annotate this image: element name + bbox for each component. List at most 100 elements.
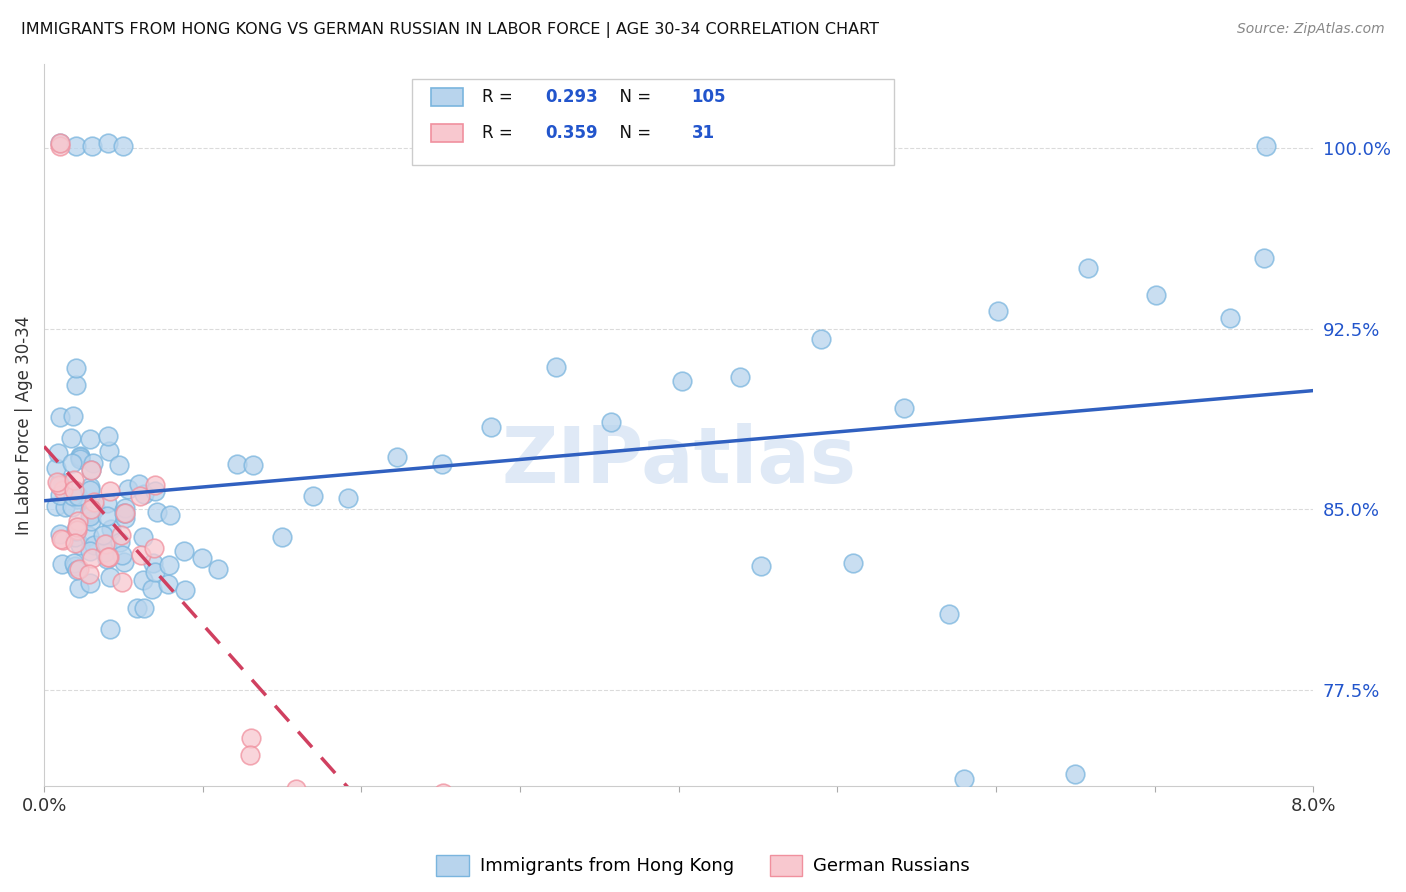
FancyBboxPatch shape bbox=[412, 78, 894, 165]
Point bbox=[479, 420, 502, 434]
Point bbox=[128, 476, 150, 491]
Point bbox=[156, 577, 179, 591]
Point bbox=[143, 478, 166, 492]
Point bbox=[66, 563, 89, 577]
Point bbox=[79, 508, 101, 523]
Point bbox=[80, 139, 103, 153]
Point bbox=[108, 458, 131, 472]
Point bbox=[810, 333, 832, 347]
Point bbox=[80, 463, 103, 477]
Point bbox=[544, 359, 567, 374]
Text: 31: 31 bbox=[692, 124, 714, 143]
Point bbox=[987, 304, 1010, 318]
Point bbox=[108, 534, 131, 549]
Point bbox=[112, 506, 135, 520]
Point bbox=[337, 491, 360, 506]
Point bbox=[239, 747, 262, 762]
Point bbox=[48, 478, 70, 492]
Point bbox=[131, 548, 153, 562]
Point bbox=[49, 487, 72, 501]
Point bbox=[65, 360, 87, 375]
Point bbox=[66, 523, 89, 537]
FancyBboxPatch shape bbox=[432, 124, 463, 143]
Point bbox=[67, 562, 90, 576]
Point bbox=[62, 489, 84, 503]
Point bbox=[146, 505, 169, 519]
Point bbox=[1064, 767, 1087, 781]
Point bbox=[671, 374, 693, 388]
Point bbox=[893, 401, 915, 415]
Point bbox=[125, 601, 148, 615]
Point bbox=[49, 136, 72, 151]
Text: IMMIGRANTS FROM HONG KONG VS GERMAN RUSSIAN IN LABOR FORCE | AGE 30-34 CORRELATI: IMMIGRANTS FROM HONG KONG VS GERMAN RUSS… bbox=[21, 22, 879, 38]
Point bbox=[80, 514, 103, 528]
Point bbox=[207, 562, 229, 576]
Point bbox=[51, 557, 73, 571]
Point bbox=[49, 136, 72, 151]
Point bbox=[110, 548, 132, 562]
Point bbox=[84, 501, 107, 516]
Point bbox=[97, 550, 120, 565]
Point bbox=[953, 772, 976, 786]
Point bbox=[242, 458, 264, 472]
Point bbox=[432, 457, 454, 471]
Point bbox=[131, 530, 153, 544]
Point bbox=[82, 457, 104, 471]
Point bbox=[66, 514, 89, 528]
Point bbox=[159, 508, 181, 522]
Point bbox=[49, 533, 72, 547]
Point bbox=[60, 456, 83, 470]
Point bbox=[79, 483, 101, 497]
Point bbox=[173, 544, 195, 558]
Point bbox=[63, 558, 86, 573]
Point bbox=[97, 550, 120, 565]
Point bbox=[97, 428, 120, 442]
Point bbox=[63, 536, 86, 550]
Point bbox=[1219, 311, 1241, 326]
Point bbox=[112, 556, 135, 570]
Point bbox=[83, 538, 105, 552]
Point bbox=[46, 475, 69, 490]
Legend: Immigrants from Hong Kong, German Russians: Immigrants from Hong Kong, German Russia… bbox=[429, 847, 977, 883]
Point bbox=[77, 529, 100, 543]
Point bbox=[157, 558, 180, 572]
Text: N =: N = bbox=[609, 88, 657, 106]
Point bbox=[45, 499, 67, 513]
Point bbox=[114, 511, 136, 525]
Point bbox=[80, 463, 103, 477]
Point bbox=[67, 581, 90, 595]
Point bbox=[98, 570, 121, 584]
Point bbox=[82, 551, 104, 566]
Point bbox=[285, 781, 308, 796]
Point bbox=[66, 492, 89, 507]
Point bbox=[132, 601, 155, 615]
Point bbox=[1077, 260, 1099, 275]
Point bbox=[80, 507, 103, 521]
Point bbox=[60, 500, 83, 514]
Point bbox=[49, 409, 72, 424]
Point bbox=[63, 473, 86, 487]
Point bbox=[96, 552, 118, 566]
Point bbox=[82, 505, 104, 519]
Point bbox=[63, 483, 86, 497]
Point bbox=[841, 556, 863, 570]
Point bbox=[49, 527, 72, 541]
Point bbox=[191, 550, 214, 565]
Point bbox=[69, 450, 91, 465]
Point bbox=[52, 533, 75, 548]
Point bbox=[65, 377, 87, 392]
Point bbox=[91, 527, 114, 541]
Text: 105: 105 bbox=[692, 88, 725, 106]
Point bbox=[62, 409, 84, 423]
Point bbox=[80, 504, 103, 518]
Point bbox=[94, 537, 117, 551]
Point bbox=[271, 530, 294, 544]
Point bbox=[98, 623, 121, 637]
Point bbox=[67, 489, 90, 503]
Point bbox=[79, 480, 101, 494]
Text: 0.293: 0.293 bbox=[546, 88, 598, 106]
Point bbox=[80, 501, 103, 516]
Point bbox=[96, 537, 118, 551]
Point bbox=[114, 506, 136, 520]
Point bbox=[65, 530, 87, 544]
